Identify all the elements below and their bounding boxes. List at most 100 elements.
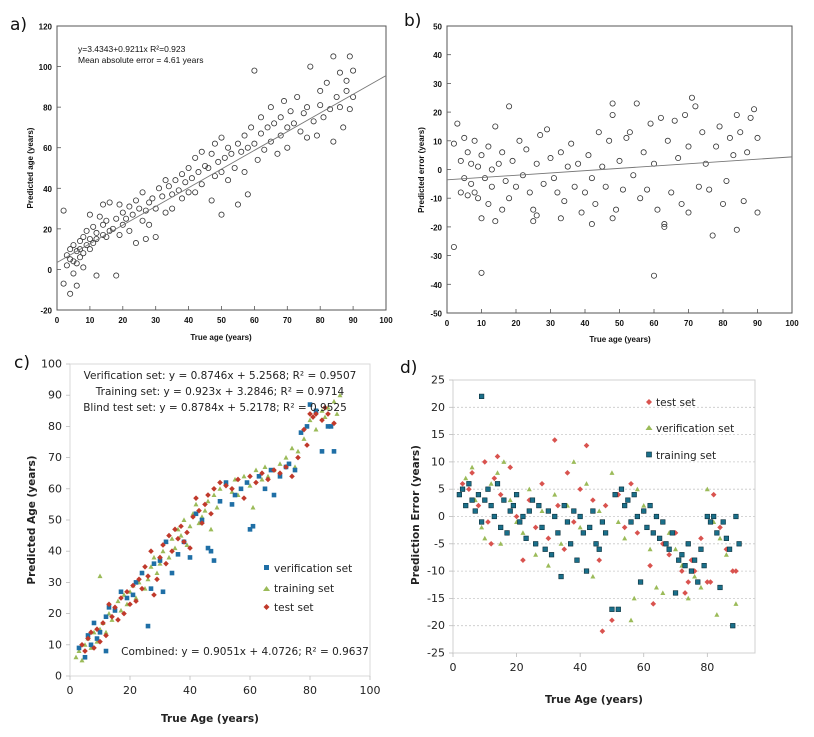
data-point bbox=[151, 561, 157, 566]
x-tick-label: 100 bbox=[379, 316, 393, 325]
y-tick-label: 60 bbox=[43, 144, 52, 153]
data-point bbox=[198, 181, 205, 188]
y-tick-label: 90 bbox=[48, 389, 62, 402]
data-point bbox=[523, 146, 530, 153]
data-point bbox=[251, 140, 258, 147]
data-point bbox=[701, 563, 707, 569]
data-point bbox=[70, 242, 77, 249]
data-point bbox=[568, 140, 575, 147]
data-point bbox=[229, 486, 235, 492]
series-test-set bbox=[79, 404, 337, 654]
data-point bbox=[459, 480, 466, 487]
legend-label-test: test set bbox=[656, 397, 696, 409]
panel-d-legend: test set verification set training set bbox=[645, 397, 734, 462]
data-point bbox=[129, 211, 136, 218]
data-point bbox=[466, 486, 472, 492]
data-point bbox=[247, 473, 253, 480]
data-point bbox=[93, 272, 100, 279]
data-point bbox=[86, 235, 93, 242]
data-point bbox=[307, 411, 313, 417]
data-point bbox=[619, 186, 626, 193]
data-point bbox=[334, 411, 340, 416]
y-tick-label: 20 bbox=[433, 109, 442, 118]
x-tick-label: 90 bbox=[753, 319, 762, 328]
y-tick-label: 70 bbox=[48, 451, 62, 464]
data-point bbox=[67, 290, 74, 297]
data-point bbox=[520, 557, 526, 563]
data-point bbox=[644, 524, 650, 531]
data-point bbox=[714, 530, 720, 536]
data-point bbox=[558, 573, 564, 580]
data-point bbox=[625, 497, 631, 503]
x-tick-label: 20 bbox=[512, 319, 521, 328]
data-point bbox=[145, 623, 151, 629]
data-point bbox=[241, 473, 247, 479]
data-point bbox=[238, 148, 245, 155]
data-point bbox=[187, 545, 193, 551]
data-point bbox=[669, 530, 675, 536]
y-tick-label: 10 bbox=[431, 455, 445, 468]
data-point bbox=[533, 541, 539, 547]
data-point bbox=[264, 124, 271, 131]
data-point bbox=[169, 205, 176, 212]
data-point bbox=[225, 177, 232, 184]
data-point bbox=[199, 517, 205, 523]
data-point bbox=[265, 476, 271, 483]
data-point bbox=[609, 100, 616, 107]
y-tick-label: 30 bbox=[48, 576, 62, 589]
data-point bbox=[464, 192, 471, 199]
data-point bbox=[720, 519, 726, 525]
data-point bbox=[70, 270, 77, 277]
data-point bbox=[262, 464, 268, 469]
data-point bbox=[277, 470, 283, 476]
data-point bbox=[179, 195, 186, 202]
data-point bbox=[459, 486, 466, 492]
data-point bbox=[80, 250, 87, 257]
data-point bbox=[169, 570, 175, 576]
data-point bbox=[575, 160, 582, 167]
data-point bbox=[469, 470, 475, 476]
data-point bbox=[328, 424, 334, 429]
data-point bbox=[208, 197, 215, 204]
data-point bbox=[599, 519, 606, 525]
data-point bbox=[457, 157, 464, 164]
series-verification-set bbox=[463, 459, 739, 623]
x-tick-label: 0 bbox=[450, 661, 457, 674]
y-tick-label: 20 bbox=[48, 607, 62, 620]
data-point bbox=[121, 610, 127, 617]
data-point bbox=[529, 497, 536, 503]
data-point bbox=[730, 623, 736, 629]
data-point bbox=[523, 535, 529, 541]
data-point bbox=[301, 426, 307, 433]
data-point bbox=[513, 183, 520, 190]
data-point bbox=[337, 392, 343, 398]
data-point bbox=[119, 209, 126, 216]
data-point bbox=[235, 476, 241, 483]
x-tick-label: 100 bbox=[360, 684, 381, 697]
data-point bbox=[261, 146, 268, 153]
data-point bbox=[139, 585, 145, 592]
data-point bbox=[475, 492, 482, 498]
data-point bbox=[612, 492, 618, 498]
data-point bbox=[695, 579, 701, 585]
panel-a-xticks: 0 10 20 30 40 50 60 70 80 90 100 bbox=[55, 306, 393, 325]
data-point bbox=[660, 519, 666, 525]
data-point bbox=[118, 595, 124, 601]
data-point bbox=[307, 417, 313, 423]
data-point bbox=[193, 511, 199, 517]
data-point bbox=[166, 554, 172, 560]
data-point bbox=[709, 232, 716, 239]
data-point bbox=[93, 229, 100, 236]
data-point bbox=[754, 134, 761, 141]
data-point bbox=[205, 498, 211, 504]
data-point bbox=[154, 576, 160, 583]
data-point bbox=[557, 215, 564, 222]
data-point bbox=[313, 132, 320, 139]
data-point bbox=[274, 150, 281, 157]
data-point bbox=[716, 123, 723, 130]
data-point bbox=[495, 470, 501, 475]
panel-d-label: d) bbox=[400, 358, 417, 378]
y-tick-label: -20 bbox=[427, 619, 445, 632]
data-point bbox=[229, 502, 235, 507]
data-point bbox=[254, 156, 261, 163]
